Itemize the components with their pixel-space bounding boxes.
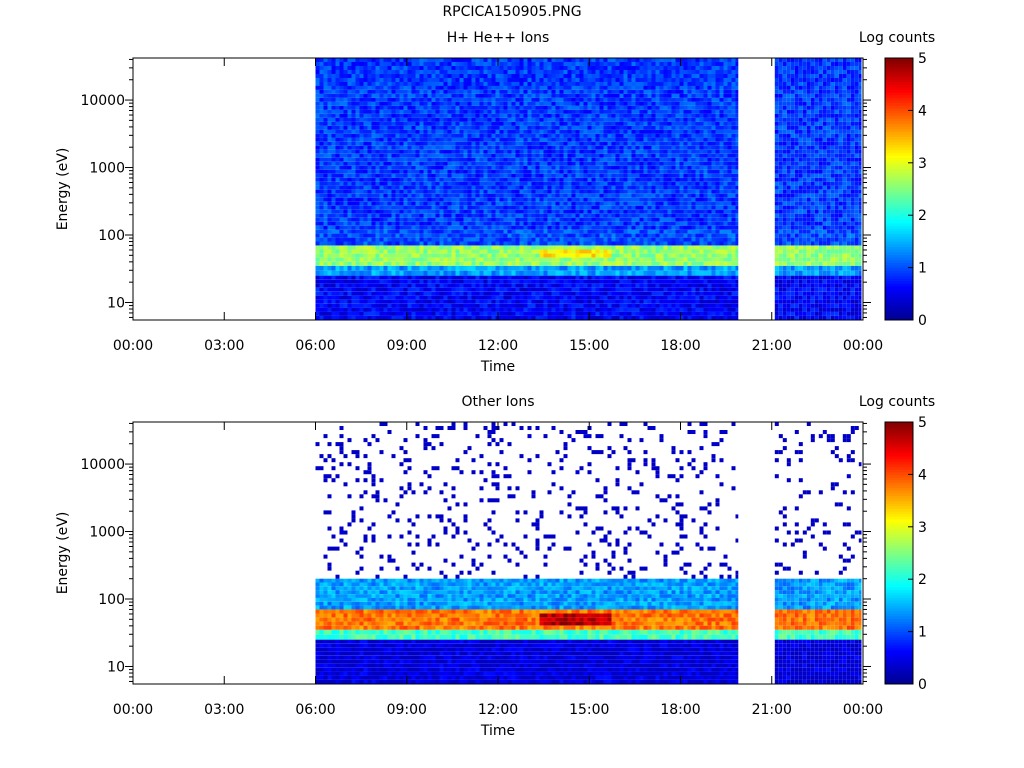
colorbar-0 [885, 58, 913, 321]
x-tick-label: 06:00 [295, 338, 335, 354]
x-tick-label: 09:00 [387, 702, 427, 718]
spectrogram-0 [315, 58, 862, 321]
x-tick-label: 03:00 [204, 702, 244, 718]
colorbar-tick-label: 1 [918, 625, 927, 641]
x-tick-label: 00:00 [113, 702, 153, 718]
colorbar-tick-label: 4 [918, 467, 927, 483]
y-axis-label-0: Energy (eV) [55, 148, 71, 231]
x-tick-label: 21:00 [752, 702, 792, 718]
x-tick-label: 09:00 [387, 338, 427, 354]
colorbar-tick-label: 5 [918, 51, 927, 67]
x-tick-label: 00:00 [843, 338, 883, 354]
x-tick-label: 12:00 [478, 702, 518, 718]
colorbar-tick-label: 3 [918, 156, 927, 172]
y-axis-label-1: Energy (eV) [55, 512, 71, 595]
x-axis-label-1: Time [480, 723, 515, 739]
x-tick-label: 18:00 [660, 338, 700, 354]
figure-title: RPCICA150905.PNG [442, 4, 582, 20]
colorbar-tick-label: 2 [918, 208, 927, 224]
x-tick-label: 21:00 [752, 338, 792, 354]
colorbar-label-1: Log counts [859, 394, 935, 410]
x-tick-label: 15:00 [569, 338, 609, 354]
colorbar-1 [885, 422, 913, 685]
x-tick-label: 15:00 [569, 702, 609, 718]
y-tick-label: 10000 [80, 93, 125, 109]
colorbar-frame-1 [884, 421, 914, 685]
colorbar-tick-label: 5 [918, 415, 927, 431]
x-tick-label: 00:00 [113, 338, 153, 354]
spectrogram-1 [315, 422, 862, 685]
x-axis-label-0: Time [480, 359, 515, 375]
y-tick-label: 100 [98, 228, 125, 244]
y-tick-label: 10000 [80, 457, 125, 473]
x-tick-label: 12:00 [478, 338, 518, 354]
colorbar-tick-label: 2 [918, 572, 927, 588]
x-tick-label: 00:00 [843, 702, 883, 718]
y-tick-label: 10 [107, 659, 125, 675]
colorbar-label-0: Log counts [859, 30, 935, 46]
colorbar-tick-label: 0 [918, 677, 927, 693]
panel-title-0: H+ He++ Ions [447, 30, 550, 46]
y-tick-label: 1000 [89, 161, 125, 177]
y-tick-label: 10 [107, 295, 125, 311]
x-tick-label: 03:00 [204, 338, 244, 354]
colorbar-tick-label: 3 [918, 520, 927, 536]
y-tick-label: 100 [98, 592, 125, 608]
colorbar-tick-label: 0 [918, 313, 927, 329]
colorbar-frame-0 [884, 57, 914, 321]
y-tick-label: 1000 [89, 525, 125, 541]
x-tick-label: 06:00 [295, 702, 335, 718]
colorbar-tick-label: 4 [918, 103, 927, 119]
colorbar-tick-label: 1 [918, 261, 927, 277]
x-tick-label: 18:00 [660, 702, 700, 718]
panel-title-1: Other Ions [461, 394, 534, 410]
